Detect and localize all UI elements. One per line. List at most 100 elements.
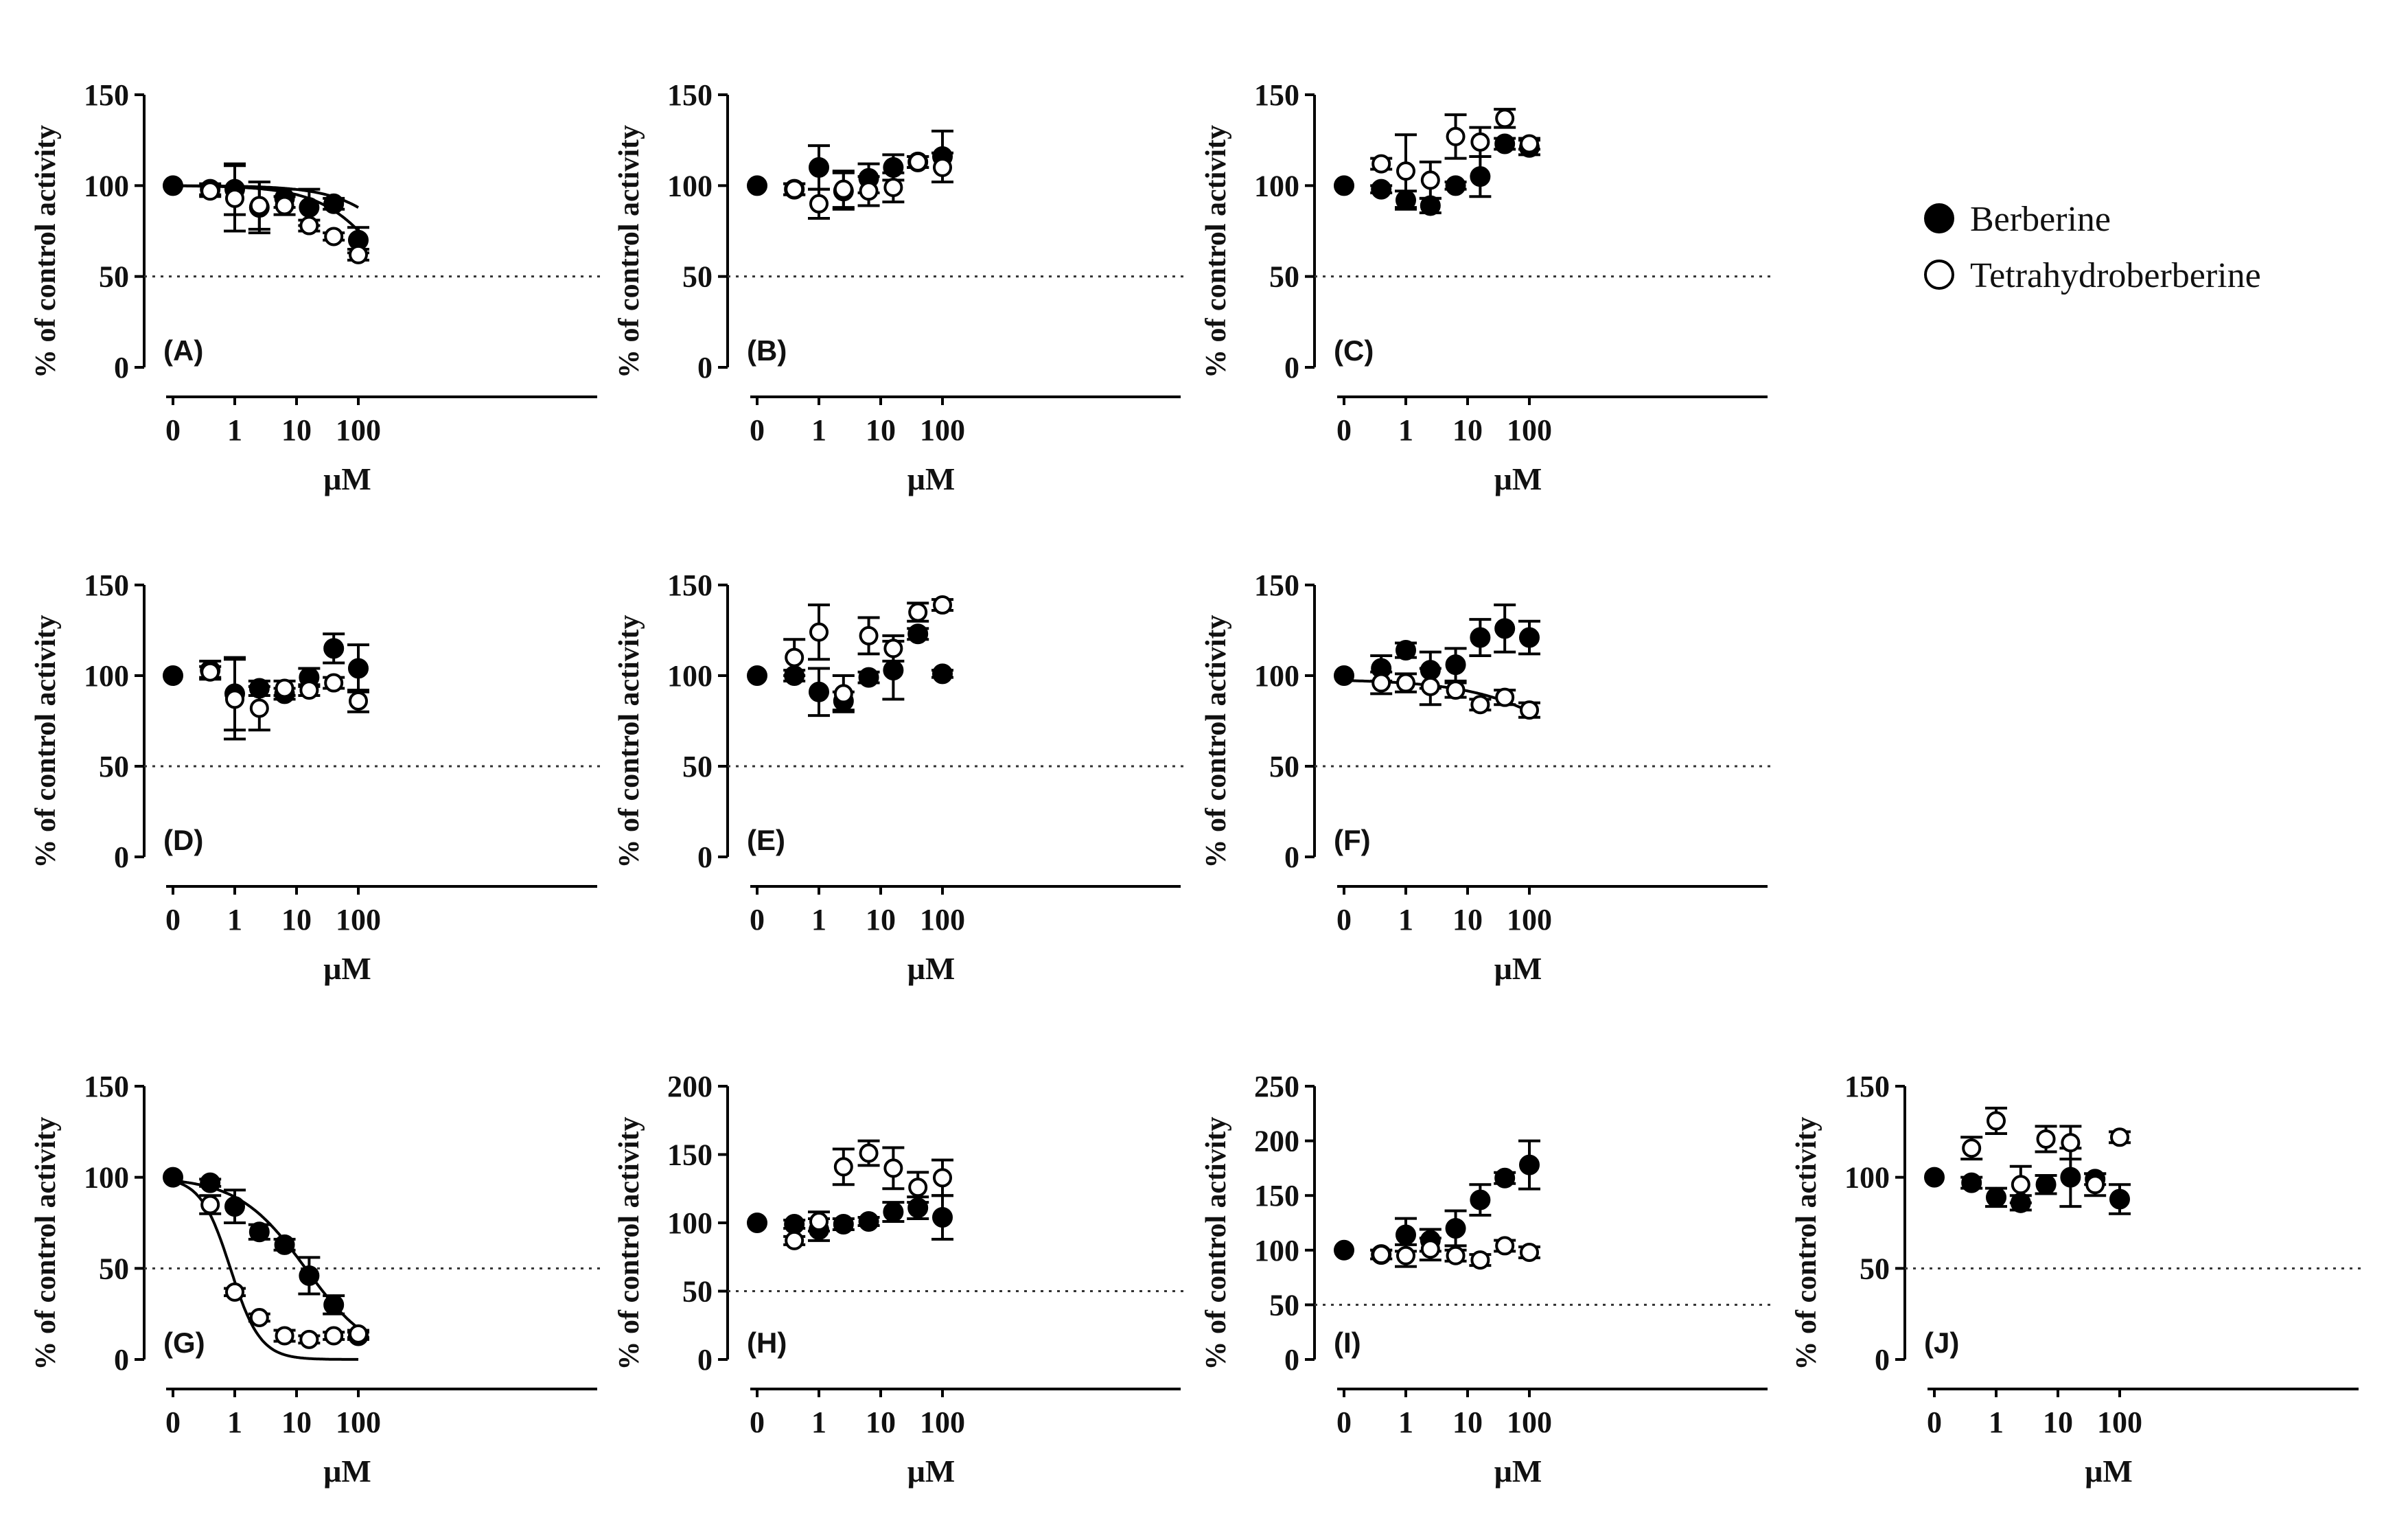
y-tick-label: 0: [114, 351, 129, 384]
x-tick-label: 100: [336, 1405, 381, 1439]
y-axis-title: % of control activity: [614, 125, 645, 378]
data-point-tetrahydroberberine: [275, 196, 294, 216]
data-point-berberine: [323, 193, 345, 214]
data-point-tetrahydroberberine: [2011, 1175, 2030, 1195]
x-tick-label: 100: [336, 413, 381, 447]
data-point-berberine: [2109, 1189, 2130, 1210]
panel-h: 0 50 100 150 200 0 1 10 100 μM % of control activi…: [614, 1070, 1184, 1489]
y-tick-label: 200: [667, 1070, 713, 1103]
x-axis-title: μM: [323, 1454, 371, 1489]
data-point-berberine: [1924, 1167, 1945, 1188]
data-point-berberine: [784, 1213, 805, 1235]
data-point-berberine: [1470, 166, 1491, 187]
x-tick-label: 1: [811, 413, 826, 447]
x-tick-label: 10: [281, 903, 312, 937]
x-tick-label: 100: [920, 413, 965, 447]
y-axis-title: % of control activity: [1201, 125, 1232, 378]
data-point-berberine: [1986, 1186, 2006, 1208]
x-tick-label: 1: [1398, 1405, 1413, 1439]
data-point-berberine: [1334, 1239, 1354, 1261]
legend-label-tetrahydroberberine: Tetrahydroberberine: [1970, 256, 2261, 295]
data-point-tetrahydroberberine: [933, 1168, 952, 1188]
x-axis-title: μM: [1494, 461, 1542, 496]
y-axis-title: % of control activity: [1201, 1117, 1232, 1370]
data-point-tetrahydroberberine: [933, 595, 952, 615]
y-tick-label: 100: [1254, 1234, 1299, 1267]
data-point-tetrahydroberberine: [1470, 695, 1490, 715]
data-point-berberine: [1371, 179, 1392, 200]
data-point-tetrahydroberberine: [225, 188, 244, 208]
y-tick-label: 50: [682, 1275, 713, 1309]
panel-c: 0 50 100 150 0 1 10 100 μM % of control activity (…: [1201, 78, 1771, 496]
panel-b: 0 50 100 150 0 1 10 100 μM % of control activity (…: [614, 78, 1184, 496]
data-point-tetrahydroberberine: [349, 244, 368, 264]
data-point-berberine: [932, 1207, 953, 1228]
x-tick-label: 0: [1336, 1405, 1352, 1439]
panel-label: (A): [163, 334, 203, 367]
data-point-tetrahydroberberine: [299, 1329, 319, 1349]
x-tick-label: 1: [811, 903, 826, 937]
data-point-tetrahydroberberine: [299, 216, 319, 236]
x-tick-label: 0: [750, 903, 765, 937]
y-tick-label: 150: [667, 569, 713, 602]
x-tick-label: 10: [1452, 413, 1483, 447]
x-tick-label: 100: [920, 1405, 965, 1439]
data-point-tetrahydroberberine: [809, 622, 829, 642]
y-tick-label: 100: [84, 1161, 129, 1195]
data-point-berberine: [1519, 1154, 1540, 1175]
data-point-berberine: [348, 658, 369, 679]
data-point-tetrahydroberberine: [1396, 673, 1415, 693]
data-point-berberine: [299, 197, 320, 218]
data-point-berberine: [747, 175, 767, 196]
x-tick-label: 100: [1507, 903, 1552, 937]
y-tick-label: 50: [1269, 260, 1299, 294]
y-tick-label: 100: [1254, 659, 1299, 693]
data-point-tetrahydroberberine: [1371, 1245, 1391, 1265]
y-tick-label: 100: [84, 169, 129, 203]
data-point-tetrahydroberberine: [833, 179, 853, 199]
legend-marker-berberine: [1924, 203, 1954, 233]
y-tick-label: 200: [1254, 1125, 1299, 1158]
data-point-berberine: [809, 157, 829, 178]
y-tick-label: 100: [84, 659, 129, 693]
data-point-tetrahydroberberine: [225, 689, 244, 709]
x-tick-label: 10: [1452, 903, 1483, 937]
data-point-tetrahydroberberine: [249, 698, 269, 718]
y-tick-label: 150: [667, 1138, 713, 1172]
y-tick-label: 0: [697, 351, 713, 384]
data-point-berberine: [907, 623, 929, 645]
data-point-berberine: [1445, 175, 1466, 196]
y-tick-label: 150: [1844, 1070, 1890, 1103]
data-point-berberine: [932, 663, 953, 685]
data-point-berberine: [883, 1202, 904, 1223]
x-tick-label: 10: [281, 1405, 312, 1439]
data-point-berberine: [2035, 1174, 2057, 1195]
data-point-tetrahydroberberine: [2061, 1133, 2081, 1153]
y-axis-title: % of control activity: [1201, 615, 1232, 869]
x-tick-label: 1: [227, 903, 242, 937]
x-axis-title: μM: [323, 461, 371, 496]
y-tick-label: 150: [84, 1070, 129, 1103]
data-point-tetrahydroberberine: [1495, 687, 1515, 707]
y-axis-title: % of control activity: [614, 1117, 645, 1370]
data-point-tetrahydroberberine: [275, 678, 294, 698]
x-tick-label: 1: [227, 413, 242, 447]
data-point-tetrahydroberberine: [1446, 680, 1466, 700]
x-axis-title: μM: [2085, 1454, 2133, 1489]
data-point-berberine: [833, 1213, 854, 1235]
panel-label: (C): [1334, 334, 1374, 367]
panel-f: 0 50 100 150 0 1 10 100 μM % of control activity (…: [1201, 569, 1771, 986]
data-point-berberine: [299, 1265, 320, 1286]
y-tick-label: 50: [99, 1252, 129, 1285]
data-point-berberine: [747, 665, 767, 686]
x-axis-title: μM: [1494, 1454, 1542, 1489]
data-point-tetrahydroberberine: [1420, 170, 1440, 190]
y-tick-label: 50: [682, 750, 713, 783]
data-point-tetrahydroberberine: [1962, 1138, 1982, 1158]
y-tick-label: 50: [99, 260, 129, 294]
data-point-tetrahydroberberine: [1470, 132, 1490, 152]
y-tick-label: 150: [667, 78, 713, 112]
panel-d: 0 50 100 150 0 1 10 100 μM % of control activity (…: [30, 569, 601, 986]
x-tick-label: 0: [165, 413, 181, 447]
